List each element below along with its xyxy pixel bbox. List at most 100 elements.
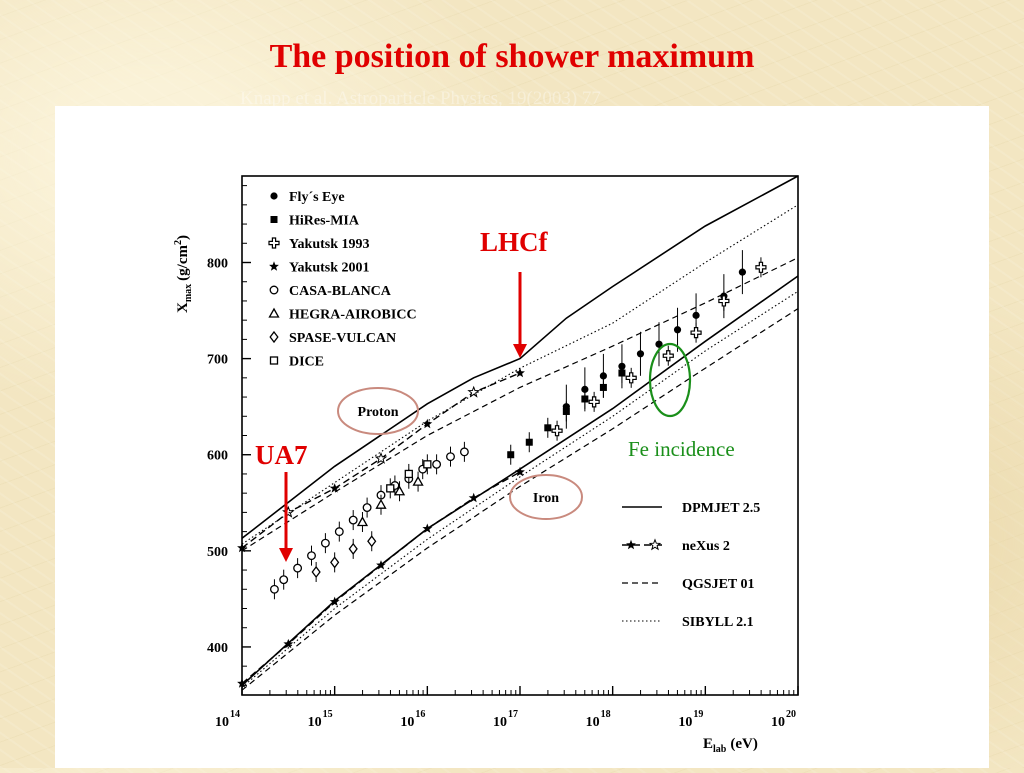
xmax-chart: 400 500 600 700 800 1014 1015 1016 1017 1018 1019… bbox=[173, 175, 799, 755]
data-point-casa-blanca bbox=[320, 538, 330, 548]
legend-marker-label: CASA-BLANCA bbox=[289, 284, 392, 299]
nexus-star-point bbox=[376, 560, 386, 570]
x-tick-label: 1017 bbox=[493, 709, 518, 730]
data-point-dice bbox=[404, 469, 413, 479]
legend-marker-label: SPASE-VULCAN bbox=[289, 331, 396, 346]
y-tick-labels: 400 500 600 700 800 bbox=[207, 257, 228, 656]
data-point-hegra-airobicc bbox=[393, 485, 406, 496]
legend-marker-label: HiRes-MIA bbox=[289, 214, 360, 229]
data-point-spase-vulcan bbox=[348, 542, 358, 555]
svg-text:Xmax(g/cm2): Xmax(g/cm2) bbox=[173, 235, 194, 313]
data-point-fly-s-eye bbox=[655, 340, 663, 348]
data-point-casa-blanca bbox=[459, 447, 469, 457]
x-axis-label: Elab (eV) bbox=[703, 736, 758, 755]
data-point-casa-blanca bbox=[269, 584, 279, 594]
legend-marker-label: DICE bbox=[289, 355, 324, 370]
legend-line-label: neXus 2 bbox=[682, 539, 730, 554]
proton-label: Proton bbox=[358, 405, 399, 420]
measurement-points bbox=[269, 250, 767, 600]
data-point-yakutsk-1993 bbox=[662, 350, 674, 362]
iron-label: Iron bbox=[533, 491, 559, 506]
legend-marker-label: HEGRA-AIROBICC bbox=[289, 308, 417, 323]
y-tick-label: 800 bbox=[207, 257, 228, 272]
data-point-dice bbox=[423, 460, 432, 469]
nexus-star-point bbox=[329, 596, 340, 606]
data-point-hires-mia bbox=[618, 369, 626, 377]
legend-star-icon bbox=[626, 539, 636, 550]
nexus-star-point bbox=[283, 638, 294, 649]
data-point-fly-s-eye bbox=[636, 350, 645, 358]
nexus-star-point bbox=[467, 385, 480, 398]
slide-title: The position of shower maximum bbox=[269, 38, 755, 75]
nexus-star-point bbox=[374, 451, 388, 464]
data-point-hires-mia bbox=[544, 424, 552, 432]
ua7-label: UA7 bbox=[255, 440, 308, 470]
citation-text: Knapp et al. Astroparticle Physics, 19(2… bbox=[240, 88, 601, 109]
data-point-spase-vulcan bbox=[311, 565, 321, 579]
legend-marker-icon bbox=[270, 192, 278, 200]
legend-lines: DPMJET 2.5 neXus 2 QGSJET 01 SIBYLL 2.1 bbox=[622, 501, 760, 630]
data-point-fly-s-eye bbox=[673, 326, 682, 334]
data-point-yakutsk-1993 bbox=[551, 425, 563, 437]
data-point-casa-blanca bbox=[307, 551, 316, 561]
nexus-star-point bbox=[422, 418, 433, 429]
data-point-yakutsk-1993 bbox=[625, 372, 637, 384]
data-point-fly-s-eye bbox=[738, 268, 747, 276]
chart-panel: 400 500 600 700 800 1014 1015 1016 1017 1018 1019… bbox=[55, 106, 989, 768]
nexus-star-point bbox=[329, 483, 340, 493]
data-point-casa-blanca bbox=[446, 452, 455, 462]
data-point-dice bbox=[386, 484, 395, 493]
nexus-star-point bbox=[422, 523, 433, 533]
data-point-hegra-airobicc bbox=[375, 498, 387, 509]
legend-line-label: SIBYLL 2.1 bbox=[682, 615, 754, 630]
nexus-star-point bbox=[237, 678, 247, 688]
legend-line-label: QGSJET 01 bbox=[682, 577, 755, 592]
fe-incidence-label: Fe incidence bbox=[628, 437, 735, 461]
legend-marker-label: Fly´s Eye bbox=[289, 190, 345, 205]
data-point-casa-blanca bbox=[432, 459, 442, 469]
fe-incidence-ellipse bbox=[648, 342, 692, 418]
data-point-casa-blanca bbox=[279, 575, 289, 585]
x-tick-label: 1015 bbox=[308, 709, 333, 730]
iron-annotation: Iron bbox=[509, 474, 583, 520]
legend-marker-icon bbox=[269, 356, 279, 365]
data-point-yakutsk-1993 bbox=[588, 396, 600, 408]
legend-marker-icon bbox=[269, 285, 279, 295]
data-point-hires-mia bbox=[581, 395, 589, 403]
legend-marker-icon bbox=[270, 216, 278, 223]
data-point-casa-blanca bbox=[334, 527, 344, 537]
svg-text:Elab(eV): Elab (eV) bbox=[703, 736, 758, 755]
lhcf-annotation: LHCf bbox=[480, 227, 549, 358]
ua7-annotation: UA7 bbox=[255, 440, 308, 562]
model-curve-qgsjet-01-iron bbox=[241, 308, 799, 691]
legend-marker-label: Yakutsk 2001 bbox=[289, 261, 370, 276]
lhcf-label: LHCf bbox=[480, 227, 549, 257]
data-point-casa-blanca bbox=[293, 563, 303, 573]
x-tick-label: 1016 bbox=[400, 709, 425, 730]
data-point-hegra-airobicc bbox=[356, 516, 369, 527]
data-point-yakutsk-1993 bbox=[755, 261, 767, 273]
model-curve-qgsjet-01-proton bbox=[241, 257, 799, 552]
legend-marker-icon bbox=[269, 261, 279, 271]
data-point-casa-blanca bbox=[362, 503, 372, 513]
nexus-star-point bbox=[515, 466, 525, 477]
legend-line-label: DPMJET 2.5 bbox=[682, 501, 760, 516]
x-tick-label: 1014 bbox=[215, 709, 240, 730]
x-tick-label: 1019 bbox=[678, 709, 703, 730]
x-tick-label: 1020 bbox=[771, 709, 796, 730]
y-tick-label: 600 bbox=[207, 449, 228, 464]
data-point-yakutsk-1993 bbox=[718, 295, 730, 307]
x-tick-labels: 1014 1015 1016 1017 1018 1019 1020 bbox=[215, 709, 796, 730]
legend-markers: Fly´s Eye HiRes-MIA Yakutsk 1993 Yakutsk 20… bbox=[268, 190, 417, 370]
data-point-fly-s-eye bbox=[599, 372, 608, 380]
legend-marker-icon bbox=[268, 237, 280, 249]
ua7-arrowhead bbox=[279, 548, 293, 562]
model-curve-dpmjet-2-5-proton bbox=[241, 175, 799, 539]
data-point-hires-mia bbox=[507, 451, 515, 459]
lhcf-arrowhead bbox=[513, 344, 527, 358]
fe-incidence-annotation: Fe incidence bbox=[628, 342, 735, 461]
axis-ticks bbox=[241, 185, 799, 695]
nexus-star-point bbox=[468, 492, 479, 503]
proton-annotation: Proton bbox=[337, 387, 419, 435]
legend-marker-label: Yakutsk 1993 bbox=[289, 237, 370, 252]
